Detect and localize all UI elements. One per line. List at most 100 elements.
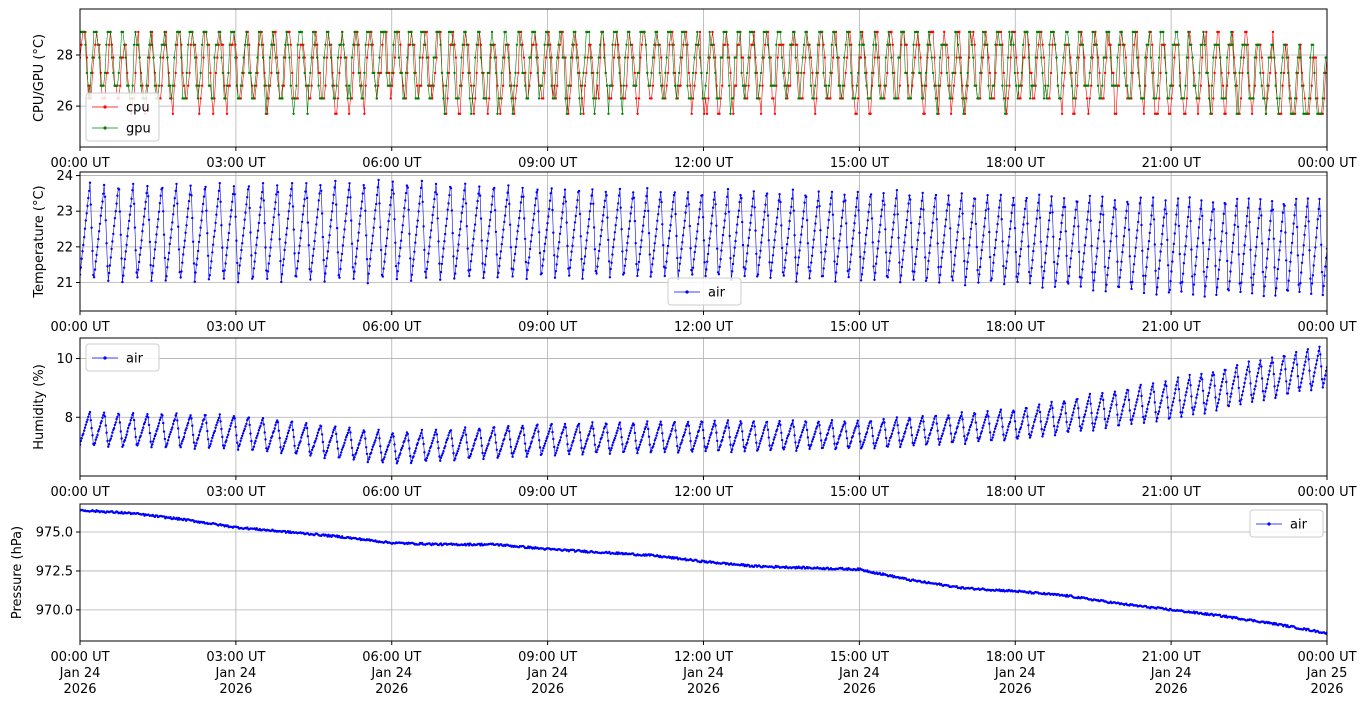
- air-data-point: [286, 431, 290, 435]
- air-data-point: [1136, 398, 1139, 401]
- air-data-point: [1280, 363, 1284, 366]
- air-data-point: [356, 239, 360, 242]
- air-data-point: [1193, 273, 1196, 276]
- air-data-point: [320, 433, 324, 436]
- air-data-point: [939, 273, 942, 277]
- gpu-data-point: [1306, 112, 1309, 116]
- air-data-point: [493, 426, 496, 429]
- air-data-point: [898, 439, 901, 442]
- air-data-point: [538, 231, 541, 234]
- air-data-point: [1074, 400, 1078, 404]
- air-data-point: [707, 439, 711, 442]
- air-data-point: [1263, 285, 1266, 288]
- cpu-data-point: [393, 56, 397, 59]
- air-data-point: [1191, 413, 1195, 416]
- air-data-point: [675, 436, 678, 439]
- air-data-point: [1082, 260, 1085, 263]
- gpu-data-point: [1198, 71, 1201, 75]
- air-data-point: [457, 447, 460, 450]
- air-data-point: [243, 427, 246, 431]
- air-data-point: [826, 226, 830, 229]
- air-data-point: [1163, 208, 1167, 211]
- legend-box: [667, 277, 742, 306]
- air-data-point: [652, 257, 655, 260]
- air-data-point: [249, 432, 252, 435]
- air-data-point: [869, 193, 873, 196]
- air-data-point: [1273, 385, 1276, 388]
- air-data-point: [250, 254, 253, 257]
- gpu-data-point: [84, 43, 87, 46]
- gpu-data-point: [765, 30, 768, 34]
- air-data-point: [172, 204, 176, 207]
- air-data-point: [840, 224, 843, 228]
- gpu-data-point: [1134, 30, 1137, 34]
- gpu-data-point: [347, 84, 351, 87]
- air-data-point: [497, 271, 500, 274]
- air-data-point: [593, 248, 597, 251]
- gpu-data-point: [815, 71, 818, 75]
- air-data-point: [365, 446, 368, 449]
- gpu-data-point: [271, 30, 274, 34]
- cpu-data-point: [517, 71, 520, 75]
- gpu-data-point: [317, 84, 320, 87]
- cpu-data-point: [408, 43, 412, 46]
- air-data-point: [835, 262, 839, 266]
- air-data-point: [677, 269, 681, 272]
- air-data-point: [625, 249, 628, 252]
- cpu-data-point: [623, 97, 627, 100]
- gpu-data-point: [690, 97, 693, 100]
- air-data-point: [1046, 235, 1049, 239]
- air-data-point: [684, 428, 687, 431]
- air-data-point: [834, 280, 837, 283]
- gpu-data-point: [784, 97, 788, 100]
- gpu-data-point: [1040, 56, 1043, 59]
- air-data-point: [716, 247, 719, 250]
- air-data-point: [381, 275, 384, 278]
- air-data-point: [1044, 423, 1048, 426]
- air-data-point: [717, 448, 721, 452]
- gpu-data-point: [474, 56, 477, 59]
- air-data-point: [876, 247, 879, 250]
- air-data-point: [623, 264, 627, 267]
- gpu-data-point: [385, 71, 388, 75]
- air-data-point: [1005, 431, 1008, 434]
- air-data-point: [192, 441, 196, 444]
- air-data-point: [146, 184, 149, 188]
- gpu-data-point: [747, 56, 750, 59]
- air-data-point: [1004, 434, 1008, 437]
- cpu-data-point: [814, 112, 817, 116]
- cpu-data-point: [1250, 112, 1254, 116]
- air-data-point: [676, 256, 679, 260]
- air-data-point: [430, 221, 434, 224]
- air-data-point: [992, 261, 995, 264]
- air-data-point: [1309, 382, 1312, 385]
- cpu-data-point: [298, 56, 301, 59]
- air-data-point: [1055, 271, 1058, 275]
- air-data-point: [642, 224, 645, 227]
- air-data-point: [1175, 213, 1178, 216]
- air-data-point: [943, 427, 946, 430]
- air-data-point: [107, 279, 110, 282]
- air-data-point: [1112, 216, 1115, 219]
- air-data-point: [848, 268, 851, 271]
- gpu-data-point: [159, 56, 162, 59]
- air-data-point: [638, 252, 642, 256]
- air-data-point: [165, 444, 168, 447]
- air-data-point: [1035, 412, 1038, 415]
- air-data-point: [880, 208, 884, 211]
- air-data-point: [312, 444, 315, 448]
- air-data-point: [399, 448, 403, 452]
- air-data-point: [107, 445, 110, 448]
- gpu-data-point: [470, 112, 473, 116]
- air-data-point: [320, 189, 323, 193]
- air-data-point: [1203, 295, 1206, 298]
- air-data-point: [437, 240, 440, 243]
- air-data-point: [186, 424, 189, 427]
- air-data-point: [1269, 219, 1272, 223]
- air-data-point: [832, 435, 835, 438]
- air-data-point: [1288, 383, 1291, 386]
- air-data-point: [1020, 240, 1023, 243]
- air-data-point: [445, 217, 449, 220]
- air-data-point: [272, 216, 275, 219]
- air-data-point: [997, 416, 1000, 419]
